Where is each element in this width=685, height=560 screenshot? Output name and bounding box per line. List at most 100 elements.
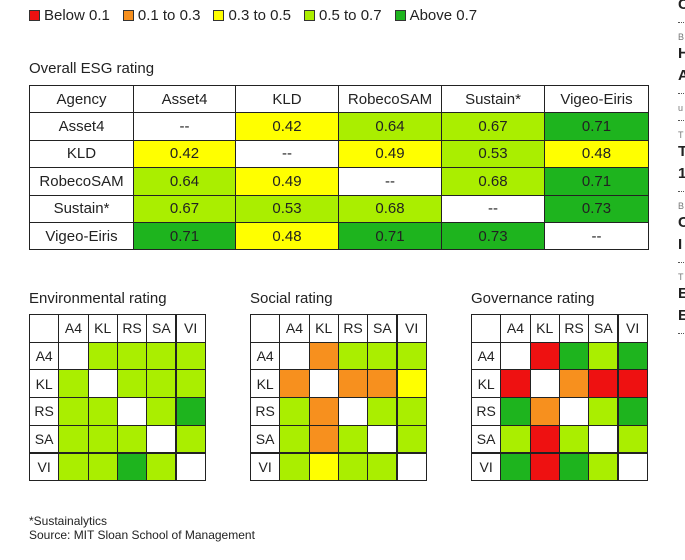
heat-cell — [279, 341, 310, 371]
rating-cell: 0.71 — [544, 167, 649, 196]
heat-cell — [308, 452, 339, 482]
rating-cell: 0.68 — [338, 194, 442, 223]
panel-title: Environmental rating — [29, 290, 167, 307]
rating-cell: 0.64 — [133, 167, 236, 196]
heat-cell — [58, 452, 89, 482]
rating-cell: -- — [338, 167, 442, 196]
rating-cell: 0.53 — [441, 139, 545, 169]
rating-cell: -- — [544, 222, 649, 251]
heat-cell — [337, 341, 369, 371]
agency-cell: Sustain* — [29, 194, 134, 223]
col-label: RS — [337, 314, 369, 343]
heat-cell — [500, 424, 531, 454]
heat-cell — [367, 397, 398, 426]
heat-cell — [367, 341, 398, 371]
sidebar-headline: 1 — [678, 165, 685, 182]
rating-cell: 0.49 — [338, 139, 442, 169]
row-label: A4 — [250, 341, 281, 371]
heat-cell — [175, 369, 206, 399]
heat-cell — [529, 452, 560, 482]
source: Source: MIT Sloan School of Management — [29, 528, 255, 542]
legend-label: 0.5 to 0.7 — [319, 7, 382, 24]
row-label: KL — [250, 369, 281, 399]
heat-cell — [116, 452, 148, 482]
heat-cell — [116, 397, 148, 426]
heat-cell — [396, 424, 427, 454]
col-label: A4 — [500, 314, 531, 343]
col-label: A4 — [279, 314, 310, 343]
corner-cell — [29, 314, 60, 343]
sidebar-kicker: u — [678, 103, 684, 113]
heat-cell — [146, 452, 177, 482]
rating-cell: 0.71 — [338, 222, 442, 251]
agency-cell: KLD — [29, 139, 134, 169]
heat-cell — [367, 369, 398, 399]
sidebar-headline: T — [678, 143, 685, 160]
legend-swatch — [394, 10, 406, 21]
heat-cell — [146, 424, 177, 454]
header-cell: Sustain* — [441, 85, 545, 114]
col-label: KL — [87, 314, 118, 343]
sidebar-kicker: T — [678, 272, 684, 282]
heat-cell — [87, 452, 118, 482]
row-label: RS — [250, 397, 281, 426]
legend-swatch — [213, 10, 225, 21]
sidebar-headline: I — [678, 236, 683, 253]
col-label: KL — [308, 314, 339, 343]
panel-title: Governance rating — [471, 290, 595, 307]
sidebar-headline: A — [678, 67, 685, 84]
col-label: SA — [146, 314, 177, 343]
legend-label: 0.3 to 0.5 — [228, 7, 291, 24]
legend-label: 0.1 to 0.3 — [137, 7, 201, 24]
heat-cell — [396, 341, 427, 371]
rating-cell: 0.67 — [441, 112, 545, 141]
heat-cell — [308, 369, 339, 399]
col-label: VI — [175, 314, 206, 343]
header-cell: Vigeo-Eiris — [544, 85, 649, 114]
header-cell: Agency — [29, 85, 134, 114]
col-label: RS — [558, 314, 590, 343]
heat-cell — [396, 452, 427, 482]
heat-cell — [87, 369, 118, 399]
legend-swatch — [29, 10, 40, 21]
corner-cell — [471, 314, 502, 343]
heat-cell — [617, 397, 648, 426]
row-label: A4 — [471, 341, 502, 371]
heat-cell — [337, 452, 369, 482]
rating-cell: 0.73 — [544, 194, 649, 223]
rating-cell: -- — [441, 194, 545, 223]
heat-cell — [588, 424, 619, 454]
header-cell: Asset4 — [133, 85, 236, 114]
header-cell: KLD — [235, 85, 339, 114]
heat-cell — [279, 424, 310, 454]
heat-cell — [58, 369, 89, 399]
agency-cell: Asset4 — [29, 112, 134, 141]
heat-cell — [146, 369, 177, 399]
rating-cell: 0.71 — [544, 112, 649, 141]
row-label: RS — [29, 397, 60, 426]
heat-cell — [558, 424, 590, 454]
heat-cell — [337, 424, 369, 454]
heat-cell — [529, 424, 560, 454]
col-label: VI — [396, 314, 427, 343]
row-label: VI — [250, 452, 281, 482]
col-label: A4 — [58, 314, 89, 343]
heat-cell — [617, 341, 648, 371]
heat-cell — [308, 397, 339, 426]
col-label: RS — [116, 314, 148, 343]
heat-cell — [367, 424, 398, 454]
sidebar-divider — [678, 120, 685, 121]
heat-cell — [500, 341, 531, 371]
footnote: *Sustainalytics — [29, 514, 108, 528]
legend-label: Below 0.1 — [44, 7, 110, 24]
rating-cell: 0.68 — [441, 167, 545, 196]
heat-cell — [308, 424, 339, 454]
heat-cell — [337, 369, 369, 399]
heat-cell — [588, 369, 619, 399]
heat-cell — [279, 369, 310, 399]
row-label: KL — [29, 369, 60, 399]
sidebar-headline: C — [678, 214, 685, 231]
heat-cell — [175, 397, 206, 426]
sidebar-headline: C — [678, 0, 685, 13]
